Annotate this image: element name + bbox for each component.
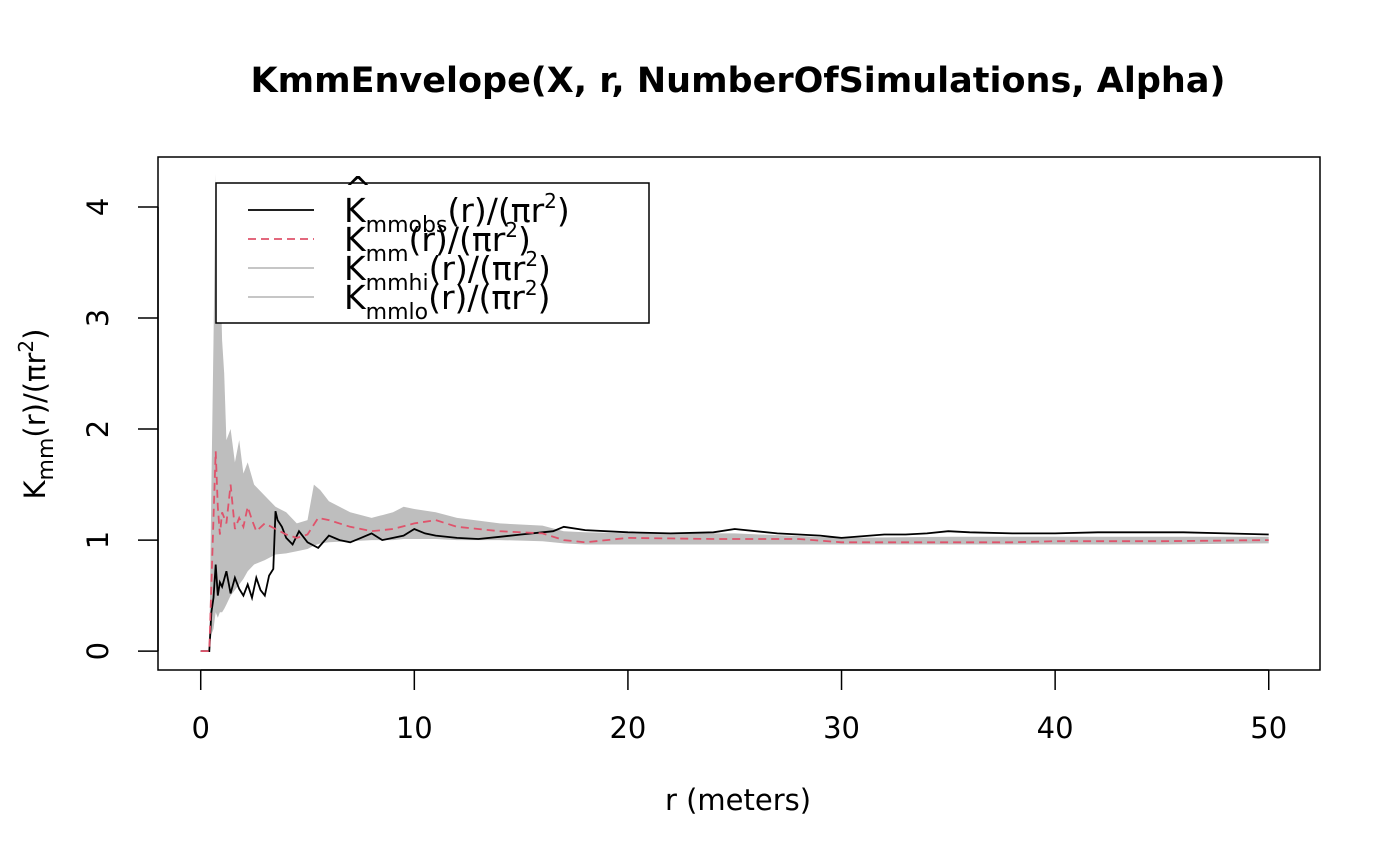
y-tick-label: 3: [81, 309, 115, 327]
legend-label: Kmm(r)/(πr2): [344, 218, 531, 267]
legend-label: Kmmhi(r)/(πr2): [344, 247, 551, 296]
x-tick-label: 0: [191, 711, 209, 745]
series-line-theoretical: [200, 451, 1269, 652]
legend-label: Kmmlo(r)/(πr2): [344, 276, 550, 325]
x-tick-label: 10: [396, 711, 433, 745]
x-axis: 0 10 20 30 40 50: [191, 669, 1287, 745]
y-axis-label: Kmm(r)/(πr2): [14, 329, 59, 500]
chart-title: KmmEnvelope(X, r, NumberOfSimulations, A…: [251, 61, 1226, 101]
x-tick-label: 20: [609, 711, 646, 745]
svg-text:Kmm(r)/(πr2): Kmm(r)/(πr2): [14, 329, 59, 500]
series-line-observed: [200, 510, 1269, 652]
legend: Kmmobs(r)/(πr2)^ Kmm(r)/(πr2)Kmmhi(r)/(πr…: [215, 169, 650, 325]
y-tick-label: 0: [81, 642, 115, 660]
y-tick-label: 2: [81, 420, 115, 438]
x-tick-label: 40: [1037, 711, 1074, 745]
x-tick-label: 30: [823, 711, 860, 745]
x-tick-label: 50: [1250, 711, 1287, 745]
plot-area: [200, 173, 1269, 652]
y-axis: 0 1 2 3 4: [81, 198, 159, 660]
legend-box: [215, 182, 650, 324]
legend-label: Kmmobs(r)/(πr2): [344, 189, 570, 238]
envelope-band: [200, 173, 1269, 652]
y-tick-label: 4: [81, 198, 115, 216]
legend-hat: ^: [344, 169, 372, 208]
x-axis-label: r (meters): [665, 783, 811, 817]
y-tick-label: 1: [81, 531, 115, 549]
